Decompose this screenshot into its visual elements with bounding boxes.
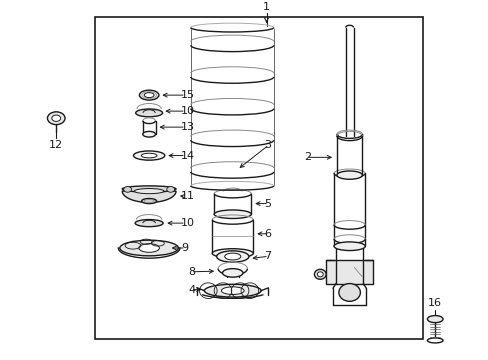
- Text: 10: 10: [181, 218, 195, 228]
- Ellipse shape: [142, 131, 155, 137]
- Text: 8: 8: [188, 267, 195, 277]
- Ellipse shape: [134, 189, 163, 194]
- Ellipse shape: [144, 93, 154, 98]
- Text: 16: 16: [427, 298, 441, 309]
- Ellipse shape: [123, 186, 131, 192]
- Ellipse shape: [142, 198, 156, 204]
- Text: 5: 5: [264, 199, 270, 208]
- Polygon shape: [122, 191, 176, 202]
- Ellipse shape: [336, 171, 362, 179]
- Text: 15: 15: [181, 90, 195, 100]
- Bar: [95, 17, 422, 339]
- Text: 1: 1: [263, 1, 269, 12]
- Ellipse shape: [221, 287, 244, 294]
- Ellipse shape: [214, 210, 251, 219]
- Ellipse shape: [136, 109, 162, 117]
- Bar: [325, 260, 372, 284]
- Ellipse shape: [139, 90, 159, 100]
- Ellipse shape: [314, 269, 325, 279]
- Ellipse shape: [120, 240, 178, 256]
- Text: 7: 7: [264, 251, 271, 261]
- Ellipse shape: [333, 242, 365, 251]
- Text: 13: 13: [181, 122, 195, 132]
- Text: 14: 14: [181, 150, 195, 161]
- Ellipse shape: [135, 220, 163, 227]
- Ellipse shape: [139, 244, 159, 252]
- Text: 6: 6: [264, 229, 270, 239]
- Ellipse shape: [222, 269, 243, 277]
- Ellipse shape: [52, 115, 61, 121]
- Text: 11: 11: [181, 192, 195, 202]
- Ellipse shape: [47, 112, 65, 125]
- Ellipse shape: [338, 284, 360, 301]
- Ellipse shape: [212, 249, 253, 258]
- Ellipse shape: [141, 153, 157, 158]
- Ellipse shape: [317, 272, 323, 277]
- Ellipse shape: [427, 316, 442, 323]
- Text: 3: 3: [264, 140, 270, 150]
- Text: 9: 9: [181, 243, 188, 253]
- Ellipse shape: [204, 284, 261, 297]
- Ellipse shape: [224, 253, 240, 260]
- Ellipse shape: [166, 186, 174, 192]
- Text: 10: 10: [181, 106, 195, 116]
- Ellipse shape: [122, 186, 176, 192]
- Text: 4: 4: [188, 285, 195, 294]
- Text: 2: 2: [304, 152, 311, 162]
- Ellipse shape: [216, 251, 248, 262]
- Ellipse shape: [133, 151, 164, 160]
- Ellipse shape: [427, 338, 442, 343]
- Text: 12: 12: [49, 140, 63, 150]
